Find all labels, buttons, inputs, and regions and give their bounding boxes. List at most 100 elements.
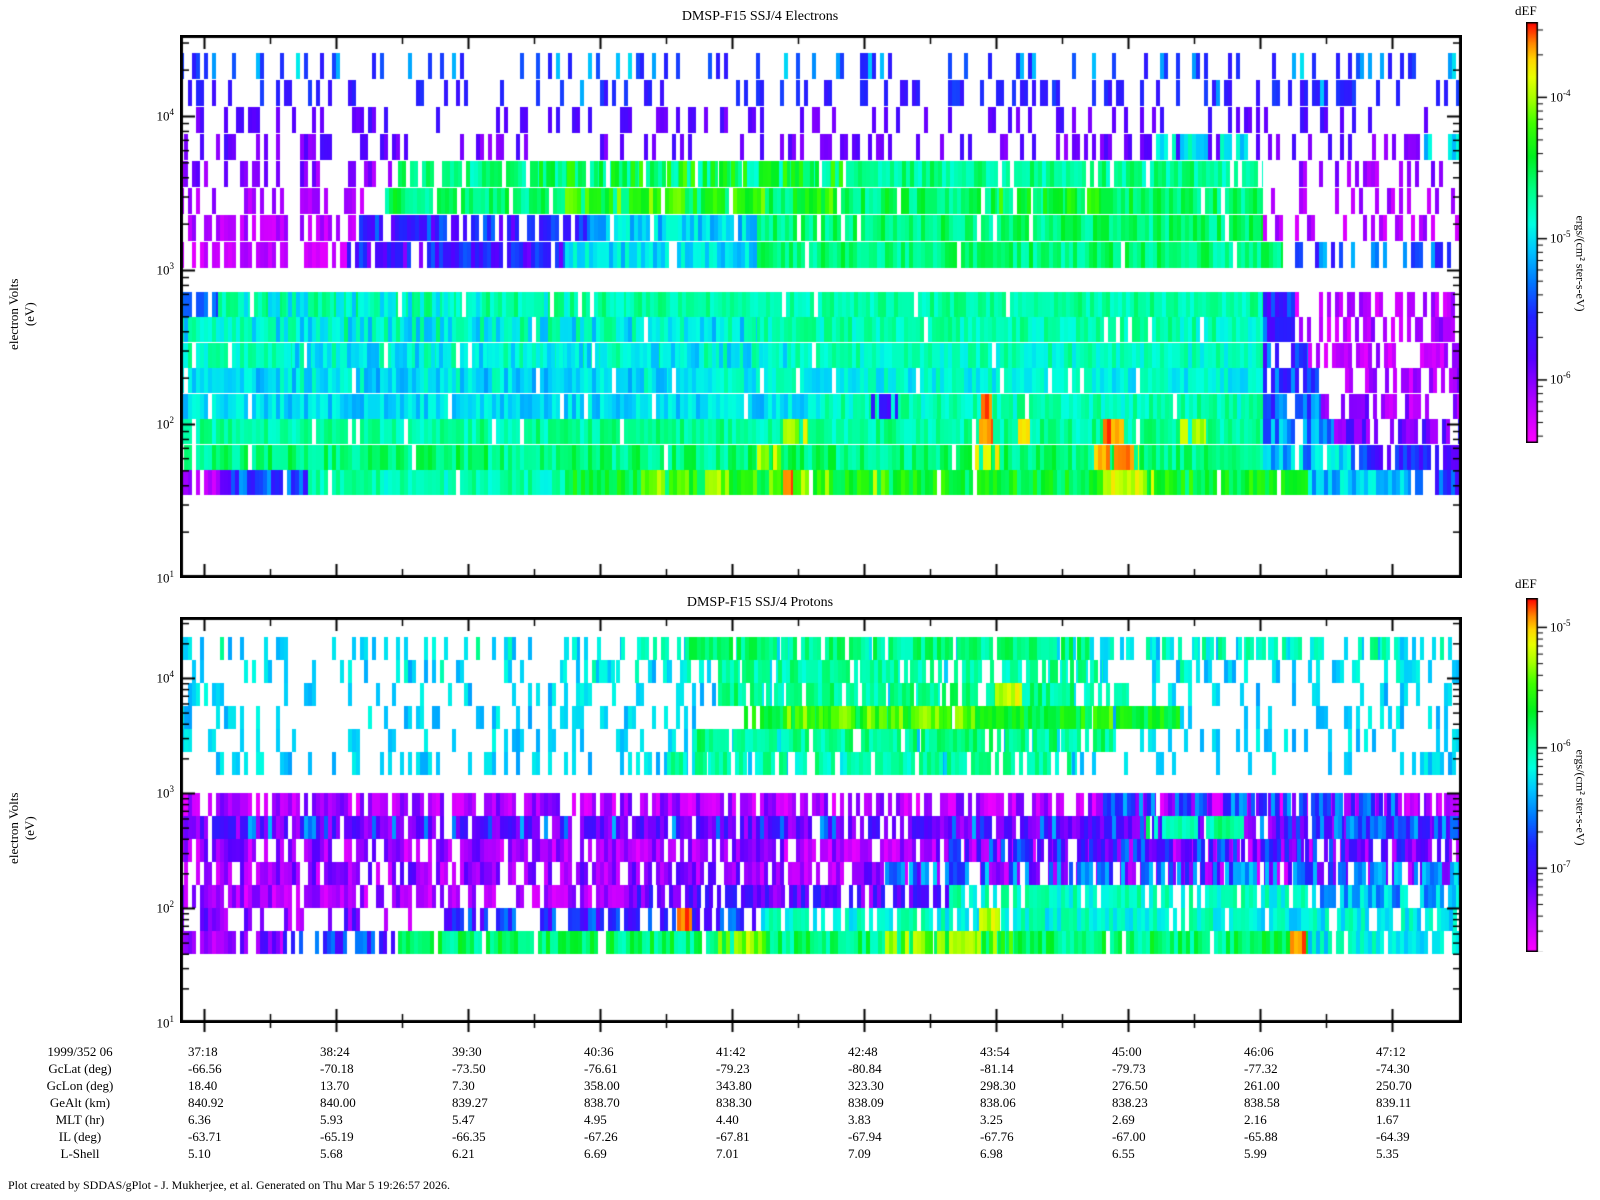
table-cell: 46:06 bbox=[1244, 1044, 1274, 1059]
table-row-label: IL (deg) bbox=[58, 1129, 102, 1144]
table-cell: 358.00 bbox=[584, 1078, 620, 1093]
table-cell: 840.00 bbox=[320, 1095, 356, 1110]
table-cell: 323.30 bbox=[848, 1078, 884, 1093]
table-cell: 3.25 bbox=[980, 1112, 1003, 1127]
table-cell: 5.35 bbox=[1376, 1146, 1399, 1161]
proton-plot-title: DMSP-F15 SSJ/4 Protons bbox=[686, 595, 834, 610]
table-cell: 261.00 bbox=[1244, 1078, 1280, 1093]
table-cell: 250.70 bbox=[1376, 1078, 1412, 1093]
electron-plot-title: DMSP-F15 SSJ/4 Electrons bbox=[681, 9, 839, 24]
table-cell: 2.16 bbox=[1244, 1112, 1267, 1127]
table-cell: -80.84 bbox=[848, 1061, 882, 1076]
table-cell: -74.30 bbox=[1376, 1061, 1410, 1076]
table-cell: 838.70 bbox=[584, 1095, 620, 1110]
table-cell: -67.94 bbox=[848, 1129, 882, 1144]
table-cell: 37:18 bbox=[188, 1044, 218, 1059]
table-cell: 5.68 bbox=[320, 1146, 343, 1161]
time-axis-outer-ticks bbox=[180, 1023, 1462, 1035]
table-cell: 45:00 bbox=[1112, 1044, 1142, 1059]
table-cell: -67.26 bbox=[584, 1129, 618, 1144]
table-cell: 838.09 bbox=[848, 1095, 884, 1110]
table-cell: -66.35 bbox=[452, 1129, 486, 1144]
table-cell: 839.27 bbox=[452, 1095, 488, 1110]
table-cell: -64.39 bbox=[1376, 1129, 1410, 1144]
table-cell: -76.61 bbox=[584, 1061, 618, 1076]
y-axis-tick-label: 101 bbox=[156, 1014, 175, 1031]
table-cell: -67.76 bbox=[980, 1129, 1014, 1144]
colorbar-tick-label: 10-5 bbox=[1550, 229, 1571, 246]
y-axis-tick-label: 102 bbox=[156, 899, 175, 916]
table-cell: 42:48 bbox=[848, 1044, 878, 1059]
proton-colorbar bbox=[1526, 598, 1550, 952]
table-cell: 839.11 bbox=[1376, 1095, 1412, 1110]
table-cell: 5.99 bbox=[1244, 1146, 1267, 1161]
table-cell: 276.50 bbox=[1112, 1078, 1148, 1093]
table-cell: -67.81 bbox=[716, 1129, 750, 1144]
table-cell: 41:42 bbox=[716, 1044, 746, 1059]
table-cell: 5.47 bbox=[452, 1112, 475, 1127]
table-row-label: GcLat (deg) bbox=[48, 1061, 112, 1076]
y-axis-tick-label: 101 bbox=[156, 569, 175, 586]
electron-y-axis-title: electron Volts (eV) bbox=[5, 278, 37, 350]
footer-credit: Plot created by SDDAS/gPlot - J. Mukherj… bbox=[8, 1178, 451, 1192]
proton-colorbar-title: dEF bbox=[1515, 576, 1537, 591]
table-cell: -67.00 bbox=[1112, 1129, 1146, 1144]
electron-colorbar-title: dEF bbox=[1515, 3, 1537, 18]
table-cell: 838.23 bbox=[1112, 1095, 1148, 1110]
electron-colorbar-units: ergs/(cm² ster-s-eV) bbox=[1573, 215, 1588, 312]
table-cell: 47:12 bbox=[1376, 1044, 1406, 1059]
table-cell: 13.70 bbox=[320, 1078, 350, 1093]
y-axis-tick-label: 103 bbox=[156, 261, 175, 278]
table-cell: 43:54 bbox=[980, 1044, 1010, 1059]
table-cell: 7.01 bbox=[716, 1146, 739, 1161]
table-cell: 6.36 bbox=[188, 1112, 211, 1127]
table-row-label: MLT (hr) bbox=[55, 1112, 105, 1127]
y-axis-tick-label: 104 bbox=[156, 107, 175, 124]
table-row-label: GcLon (deg) bbox=[46, 1078, 114, 1093]
table-cell: -77.32 bbox=[1244, 1061, 1278, 1076]
table-cell: -79.23 bbox=[716, 1061, 750, 1076]
table-cell: 840.92 bbox=[188, 1095, 224, 1110]
table-cell: 6.98 bbox=[980, 1146, 1003, 1161]
table-cell: 4.40 bbox=[716, 1112, 739, 1127]
table-cell: -79.73 bbox=[1112, 1061, 1146, 1076]
y-axis-tick-label: 104 bbox=[156, 669, 175, 686]
table-cell: 38:24 bbox=[320, 1044, 350, 1059]
electron-colorbar bbox=[1526, 22, 1550, 443]
table-cell: 18.40 bbox=[188, 1078, 218, 1093]
table-cell: 343.80 bbox=[716, 1078, 752, 1093]
y-axis-tick-label: 102 bbox=[156, 415, 175, 432]
table-cell: -65.19 bbox=[320, 1129, 354, 1144]
table-cell: 1.67 bbox=[1376, 1112, 1399, 1127]
table-row-label: L-Shell bbox=[60, 1146, 100, 1161]
table-cell: -63.71 bbox=[188, 1129, 222, 1144]
table-cell: 6.55 bbox=[1112, 1146, 1135, 1161]
table-cell: 4.95 bbox=[584, 1112, 607, 1127]
colorbar-tick-label: 10-5 bbox=[1550, 618, 1571, 635]
colorbar-tick-label: 10-7 bbox=[1550, 859, 1571, 876]
table-cell: 298.30 bbox=[980, 1078, 1016, 1093]
table-cell: 2.69 bbox=[1112, 1112, 1135, 1127]
electron-spectrogram bbox=[180, 35, 1462, 578]
table-cell: 6.69 bbox=[584, 1146, 607, 1161]
colorbar-tick-label: 10-4 bbox=[1550, 88, 1571, 105]
table-cell: -65.88 bbox=[1244, 1129, 1278, 1144]
table-row-label: GeAlt (km) bbox=[49, 1095, 111, 1110]
table-cell: 7.30 bbox=[452, 1078, 475, 1093]
table-cell: -81.14 bbox=[980, 1061, 1014, 1076]
table-cell: 7.09 bbox=[848, 1146, 871, 1161]
table-cell: 6.21 bbox=[452, 1146, 475, 1161]
proton-spectrogram bbox=[180, 617, 1462, 1023]
table-cell: -66.56 bbox=[188, 1061, 222, 1076]
table-cell: 5.93 bbox=[320, 1112, 343, 1127]
table-cell: 838.06 bbox=[980, 1095, 1016, 1110]
table-cell: -70.18 bbox=[320, 1061, 354, 1076]
colorbar-tick-label: 10-6 bbox=[1550, 370, 1571, 387]
table-cell: 5.10 bbox=[188, 1146, 211, 1161]
proton-y-axis-title: electron Volts (eV) bbox=[5, 792, 37, 864]
table-cell: 838.58 bbox=[1244, 1095, 1280, 1110]
table-cell: 3.83 bbox=[848, 1112, 871, 1127]
table-cell: 838.30 bbox=[716, 1095, 752, 1110]
colorbar-tick-label: 10-6 bbox=[1550, 738, 1571, 755]
